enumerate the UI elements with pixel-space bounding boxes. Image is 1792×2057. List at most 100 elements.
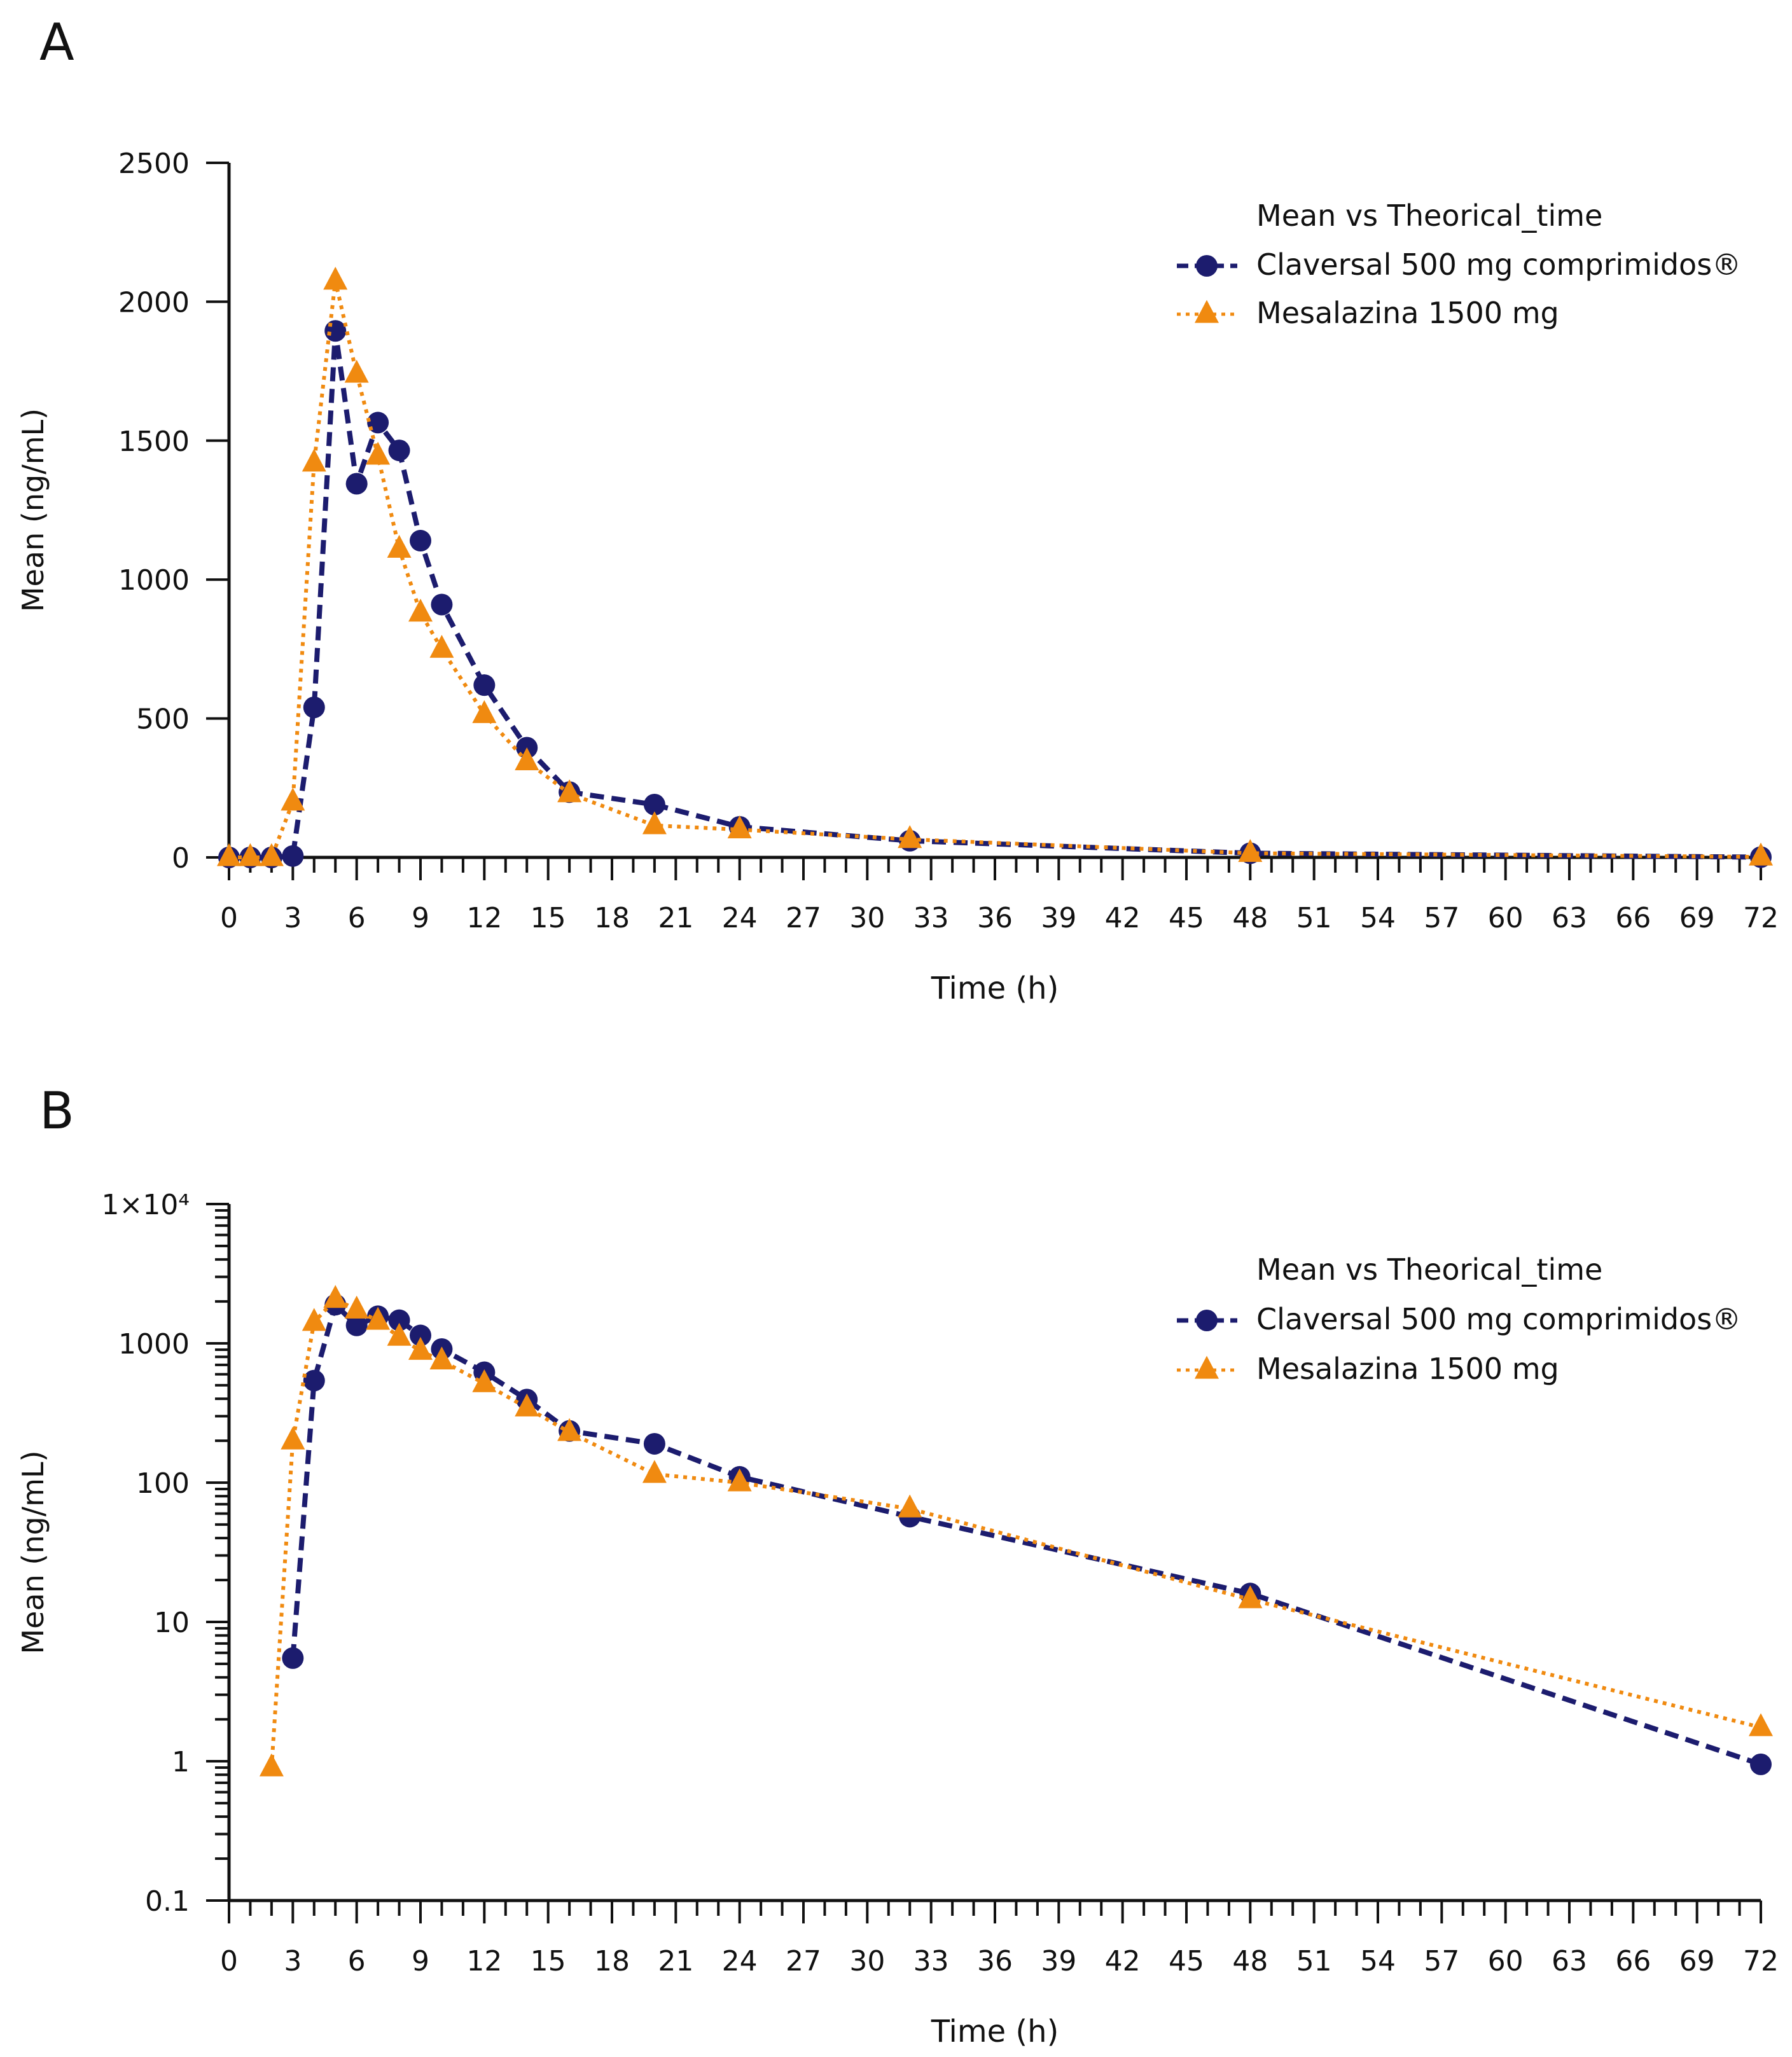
x-tick-label: 51	[1296, 1945, 1332, 1977]
x-tick-label: 72	[1743, 902, 1779, 934]
data-point	[1238, 839, 1263, 862]
panel-b-label: B	[39, 1081, 74, 1140]
x-tick-label: 24	[722, 902, 758, 934]
data-point	[642, 1460, 667, 1483]
data-point	[557, 779, 582, 803]
data-point	[1750, 1753, 1772, 1775]
series-mesalazina	[217, 267, 1773, 866]
y-tick-label: 0.1	[145, 1885, 190, 1918]
data-point	[429, 635, 454, 658]
data-point	[217, 843, 241, 866]
x-tick-label: 63	[1552, 902, 1587, 934]
data-point	[410, 530, 431, 552]
x-tick-label: 45	[1169, 1945, 1204, 1977]
data-point	[281, 1426, 305, 1450]
x-tick-label: 27	[786, 902, 821, 934]
series-line	[229, 280, 1761, 859]
x-tick-label: 63	[1552, 1945, 1587, 1977]
legend: Mean vs Theorical_time Claversal 500 mg c…	[1177, 1252, 1741, 1386]
data-point	[281, 787, 305, 811]
y-tick-label: 500	[136, 703, 190, 736]
x-tick-label: 27	[786, 1945, 821, 1977]
x-tick-label: 60	[1488, 1945, 1524, 1977]
data-point	[282, 845, 304, 867]
data-point	[515, 1393, 539, 1416]
x-tick-label: 57	[1424, 1945, 1459, 1977]
data-point	[727, 1468, 752, 1492]
data-point	[344, 1295, 369, 1319]
legend-marker	[1196, 255, 1218, 277]
x-tick-label: 48	[1232, 1945, 1268, 1977]
data-point	[643, 794, 665, 816]
legend: Mean vs Theorical_time Claversal 500 mg c…	[1177, 198, 1741, 330]
legend-marker	[1195, 300, 1219, 323]
x-tick-label: 3	[284, 902, 302, 934]
data-point	[323, 1285, 348, 1308]
y-tick-label: 1500	[118, 426, 190, 458]
data-point	[472, 700, 497, 723]
x-tick-label: 36	[977, 902, 1013, 934]
x-tick-label: 33	[913, 902, 949, 934]
legend-title: Mean vs Theorical_time	[1256, 1252, 1602, 1287]
x-tick-label: 45	[1169, 902, 1204, 934]
legend-title: Mean vs Theorical_time	[1256, 198, 1602, 233]
x-tick-label: 6	[348, 902, 366, 934]
x-tick-label: 0	[220, 902, 238, 934]
x-tick-label: 3	[284, 1945, 302, 1977]
x-tick-label: 36	[977, 1945, 1013, 1977]
legend-marker	[1196, 1310, 1218, 1331]
x-tick-label: 51	[1296, 902, 1332, 934]
x-tick-label: 21	[658, 902, 693, 934]
x-tick-label: 9	[412, 902, 429, 934]
data-point	[324, 320, 347, 342]
data-point	[302, 1308, 326, 1331]
data-point	[1238, 1585, 1263, 1609]
x-tick-label: 42	[1105, 1945, 1141, 1977]
y-tick-label: 1×10⁴	[102, 1189, 190, 1221]
x-tick-label: 15	[531, 902, 566, 934]
x-tick-label: 30	[849, 902, 885, 934]
x-tick-label: 72	[1743, 1945, 1779, 1977]
y-tick-label: 1000	[118, 564, 190, 597]
panel-a-chart: 0 3 6 9 12 15 18 21 24 27 30 33 36 39 42 45 48 51 54 57 60 63…	[16, 148, 1779, 1006]
y-tick-label: 2500	[118, 148, 190, 180]
data-point	[408, 1336, 433, 1360]
x-tick-label: 33	[913, 1945, 949, 1977]
x-tick-label: 0	[220, 1945, 238, 1977]
data-point	[345, 1314, 368, 1336]
x-tick-label: 54	[1360, 902, 1396, 934]
data-point	[303, 696, 325, 719]
x-tick-label: 6	[348, 1945, 366, 1977]
data-point	[387, 534, 412, 558]
y-tick-label: 2000	[118, 286, 190, 319]
legend-label: Mesalazina 1500 mg	[1256, 296, 1559, 330]
x-tick-label: 15	[531, 1945, 566, 1977]
y-tick-label: 0	[172, 842, 190, 875]
x-tick-label: 42	[1105, 902, 1141, 934]
data-point	[557, 1418, 582, 1441]
data-point	[366, 441, 391, 465]
x-tick-label: 12	[466, 1945, 502, 1977]
y-tick-label: 1	[172, 1746, 190, 1778]
x-tick-label: 21	[658, 1945, 693, 1977]
data-point	[727, 815, 752, 838]
data-point	[259, 1753, 284, 1776]
x-tick-label: 39	[1041, 1945, 1076, 1977]
data-point	[366, 1306, 391, 1330]
legend-label: Claversal 500 mg comprimidos®	[1256, 247, 1741, 282]
x-tick-label: 69	[1679, 902, 1715, 934]
y-axis-label: Mean (ng/mL)	[16, 1450, 50, 1654]
data-point	[431, 593, 453, 616]
x-tick-label: 9	[412, 1945, 429, 1977]
series-mesalazina	[259, 1285, 1773, 1776]
data-point	[643, 1432, 665, 1455]
x-tick-label: 66	[1615, 1945, 1651, 1977]
data-point	[388, 440, 410, 462]
x-tick-label: 12	[466, 902, 502, 934]
panel-a-label: A	[39, 13, 74, 72]
y-tick-label: 100	[136, 1467, 190, 1500]
data-point	[898, 825, 922, 848]
data-point	[345, 473, 368, 495]
data-point	[429, 1347, 454, 1370]
